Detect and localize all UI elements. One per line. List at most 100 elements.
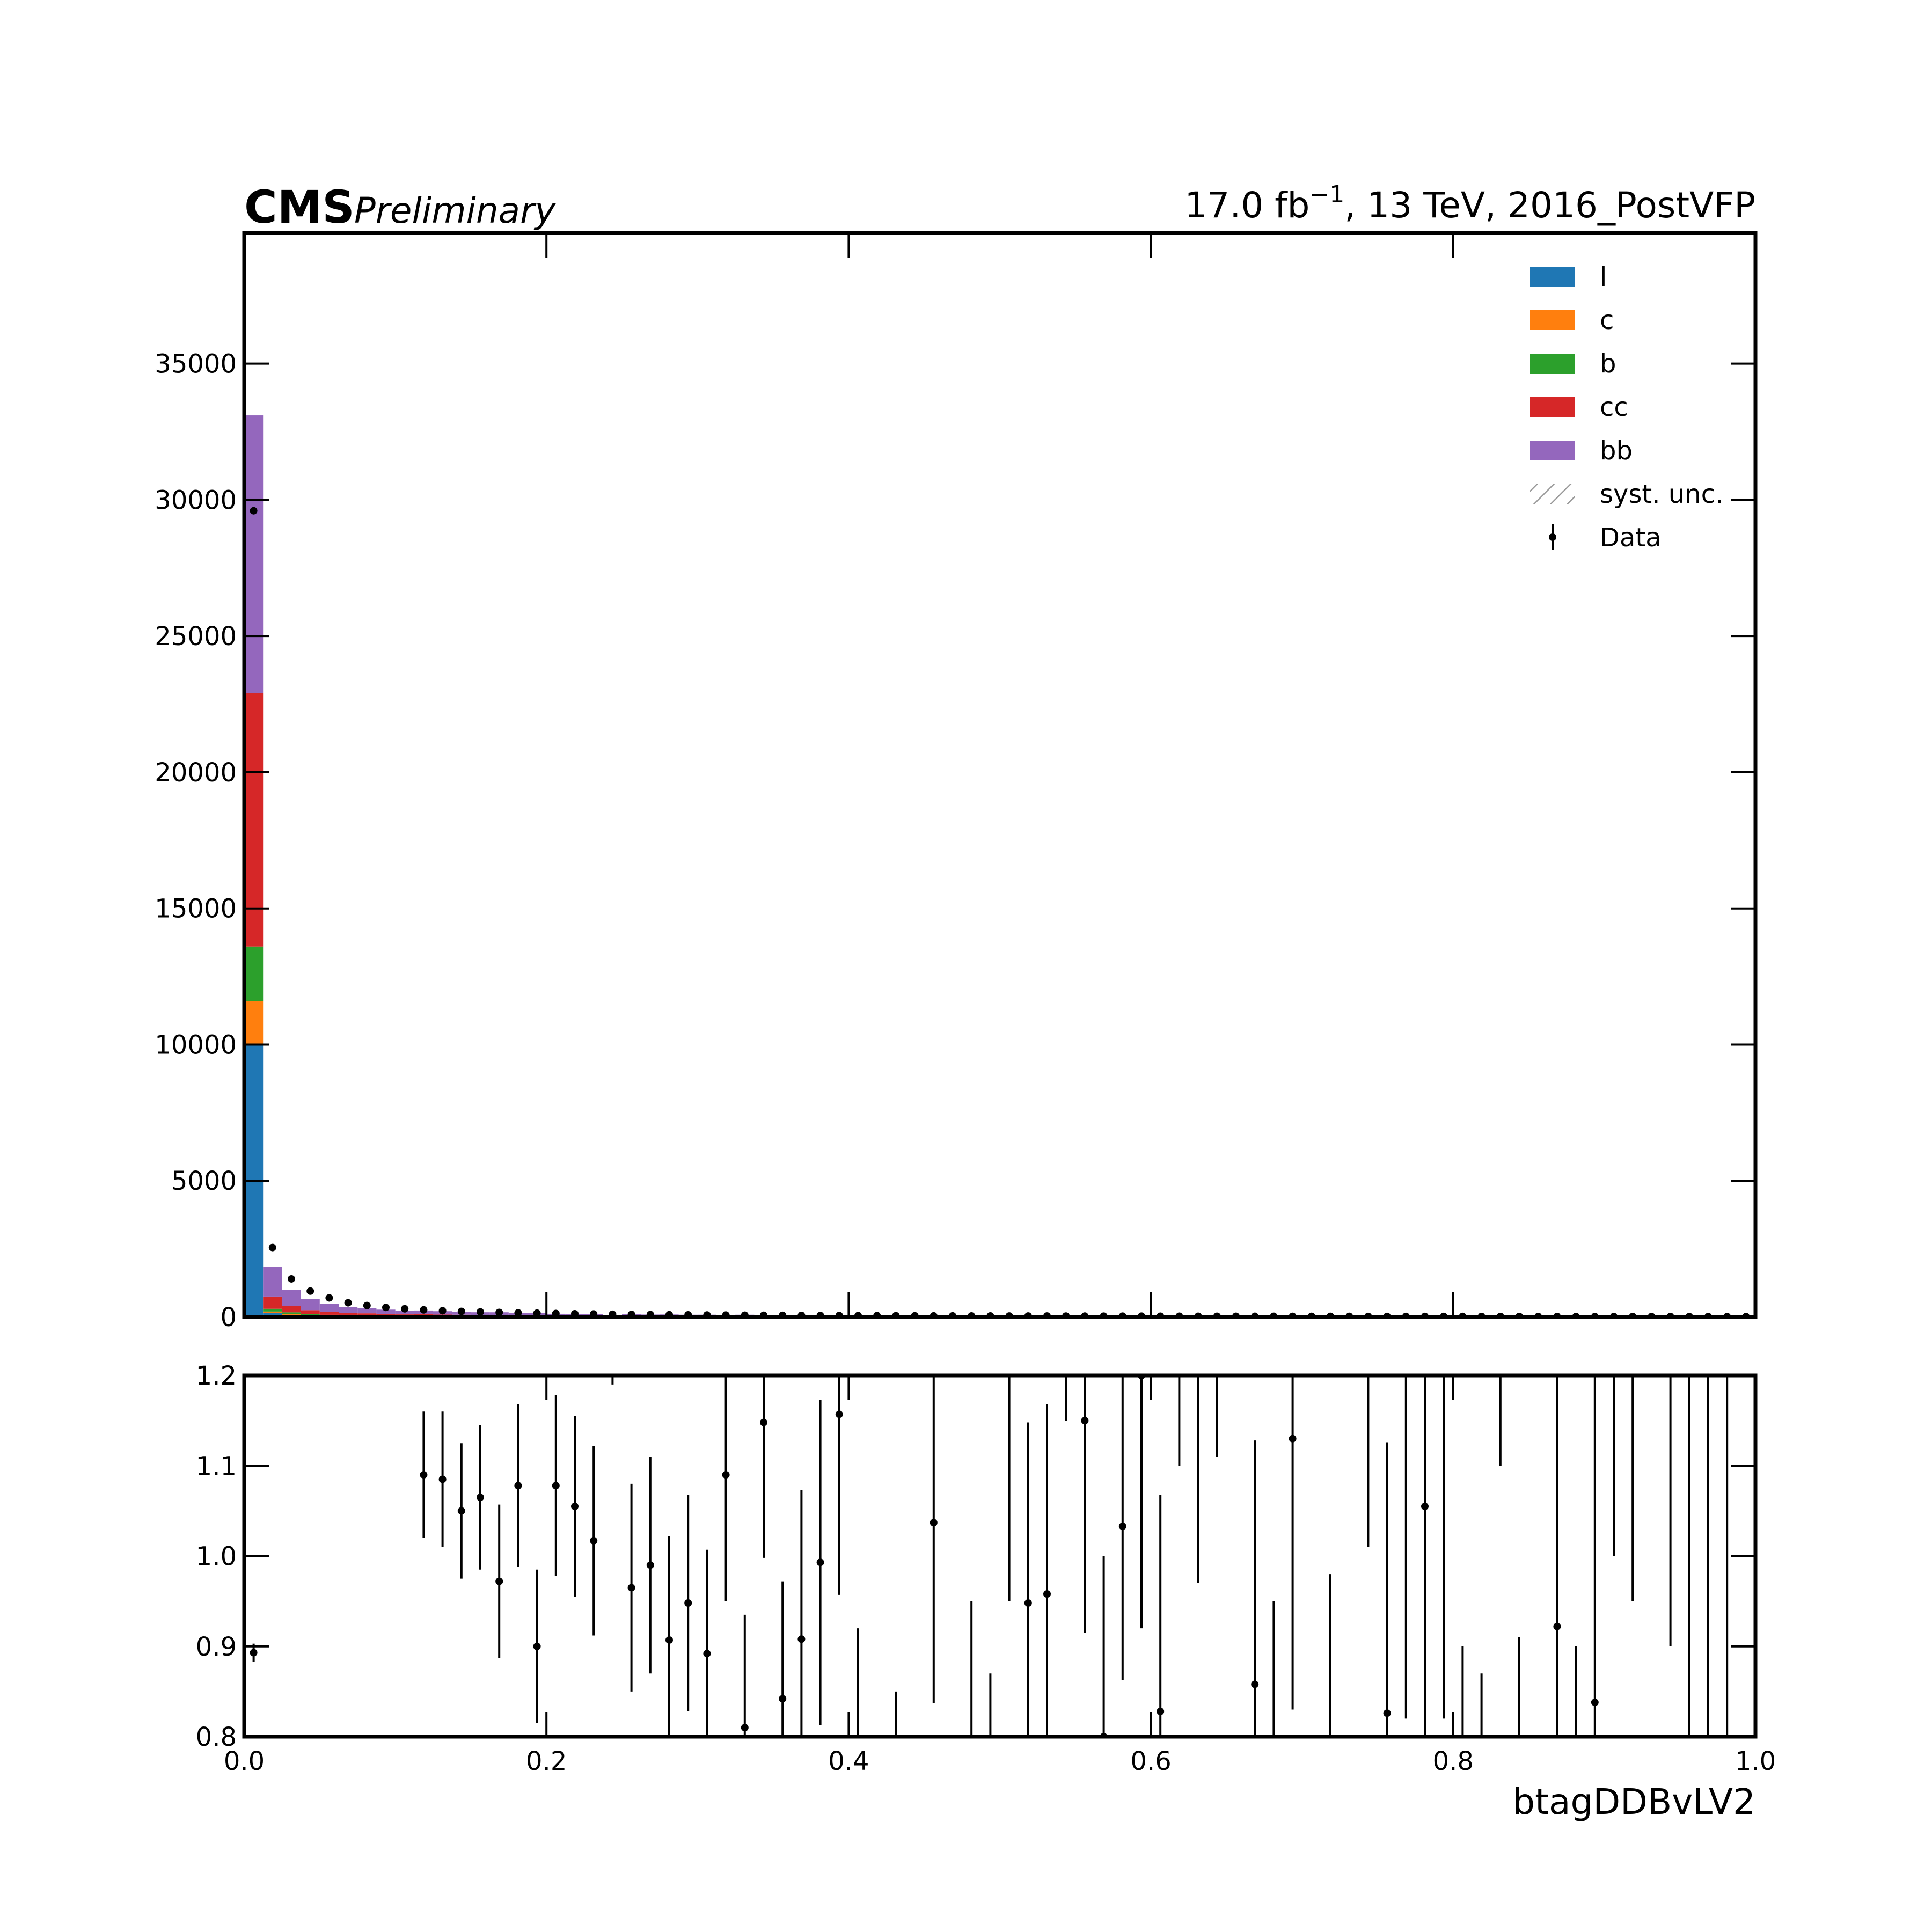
stack-segment [357,1313,377,1315]
ratio-point [1534,1011,1542,1018]
ratio-point [684,1599,692,1607]
data-point [533,1309,541,1317]
ratio-point [779,1695,787,1703]
ratio-point [930,1519,938,1527]
ratio-point [911,1101,919,1108]
data-point [420,1306,428,1314]
legend-swatch [1549,533,1556,541]
data-point [477,1308,484,1316]
ratio-point [1062,1146,1070,1153]
stack-segment [282,1312,301,1314]
ratio-point [1648,920,1655,928]
data-point [344,1299,352,1307]
ratio-point [835,1410,843,1418]
data-point [268,1243,276,1252]
data-point [457,1307,465,1315]
ratio-point [495,1577,503,1585]
ratio-point [1213,1146,1221,1153]
ratio-point [665,1636,673,1644]
ratio-point [1308,1011,1315,1018]
legend-swatch [1530,397,1575,417]
stack-segment [301,1299,320,1311]
stack-segment [339,1313,358,1315]
data-point [306,1287,314,1295]
ratio-point [646,1561,654,1569]
legend-label: bb [1600,436,1633,466]
stack-segment [319,1304,339,1312]
y-tick-label: 15000 [155,894,237,924]
legend-label: c [1600,305,1614,335]
legend-label: l [1600,262,1607,292]
lumi-exponent: −1 [1309,181,1344,208]
ratio-point [627,1584,635,1592]
ratio-point [288,1191,295,1199]
ratio-point [438,1475,447,1483]
ratio-point [1251,1680,1259,1688]
ratio-point [1686,1011,1693,1018]
ratio-point [363,1272,371,1280]
y-tick-label: 20000 [155,758,237,788]
stack-segment [339,1307,358,1313]
ratio-point [703,1650,711,1658]
ratio-point [1553,1622,1561,1630]
x-tick-label: 0.0 [224,1746,265,1776]
legend-label: b [1600,349,1616,379]
data-point [325,1294,333,1302]
x-axis-label: btagDDBvLV2 [1512,1781,1755,1823]
ratio-point [590,1536,598,1545]
ratio-point [514,1482,522,1490]
ratio-point [1043,1590,1051,1598]
axes-frame [242,1373,1758,1739]
data-point [382,1304,390,1312]
data-point [288,1275,295,1283]
legend-label: cc [1600,392,1628,422]
data-point [495,1308,503,1316]
x-tick-label: 0.8 [1433,1746,1474,1776]
main-plot [244,415,1755,1317]
ratio-point [968,1823,975,1831]
stack-segment [244,693,264,947]
ratio-point [1327,1914,1334,1921]
y-tick-label: 35000 [155,349,237,379]
ratio-point [986,1914,994,1921]
ratio-point [1289,1435,1297,1443]
ratio-point [325,1137,333,1145]
y-tick-label: 5000 [171,1166,237,1196]
ratio-y-tick-label: 1.0 [196,1542,237,1572]
ratio-point [1006,1282,1013,1289]
ratio-point [1175,1191,1183,1199]
data-point [250,507,258,515]
x-tick-label: 0.2 [526,1746,567,1776]
legend-label: syst. unc. [1600,479,1723,509]
stack-segment [282,1314,301,1315]
stack-segment [263,1308,282,1312]
ratio-point [1364,1282,1372,1289]
ratio-point [382,1282,390,1289]
stack-segment [414,1314,433,1316]
stack-segment [282,1290,301,1306]
y-tick-label: 0 [220,1302,237,1333]
ratio-point [420,1471,428,1479]
stack-segment [319,1312,339,1315]
y-tick-label: 10000 [155,1030,237,1060]
ratio-point [477,1494,484,1502]
ratio-point [1742,830,1750,838]
y-tick-label: 30000 [155,485,237,515]
stack-segment [244,946,264,1001]
ratio-y-tick-label: 0.9 [196,1632,237,1662]
ratio-point [345,1182,352,1190]
ratio-point [760,1418,767,1426]
cms-sublabel: Preliminary [354,190,556,231]
ratio-point [1610,1101,1618,1108]
ratio-plot [250,830,1750,1921]
ratio-point [250,1649,258,1657]
ratio-point [741,1724,749,1732]
ratio-point [1704,1191,1712,1199]
ratio-point [457,1507,465,1515]
cms-label: CMS [244,181,355,233]
ratio-point [1667,1101,1674,1108]
stack-segment [376,1314,396,1316]
x-tick-label: 1.0 [1735,1746,1776,1776]
stack-segment [263,1296,282,1309]
ratio-point [1345,920,1353,928]
